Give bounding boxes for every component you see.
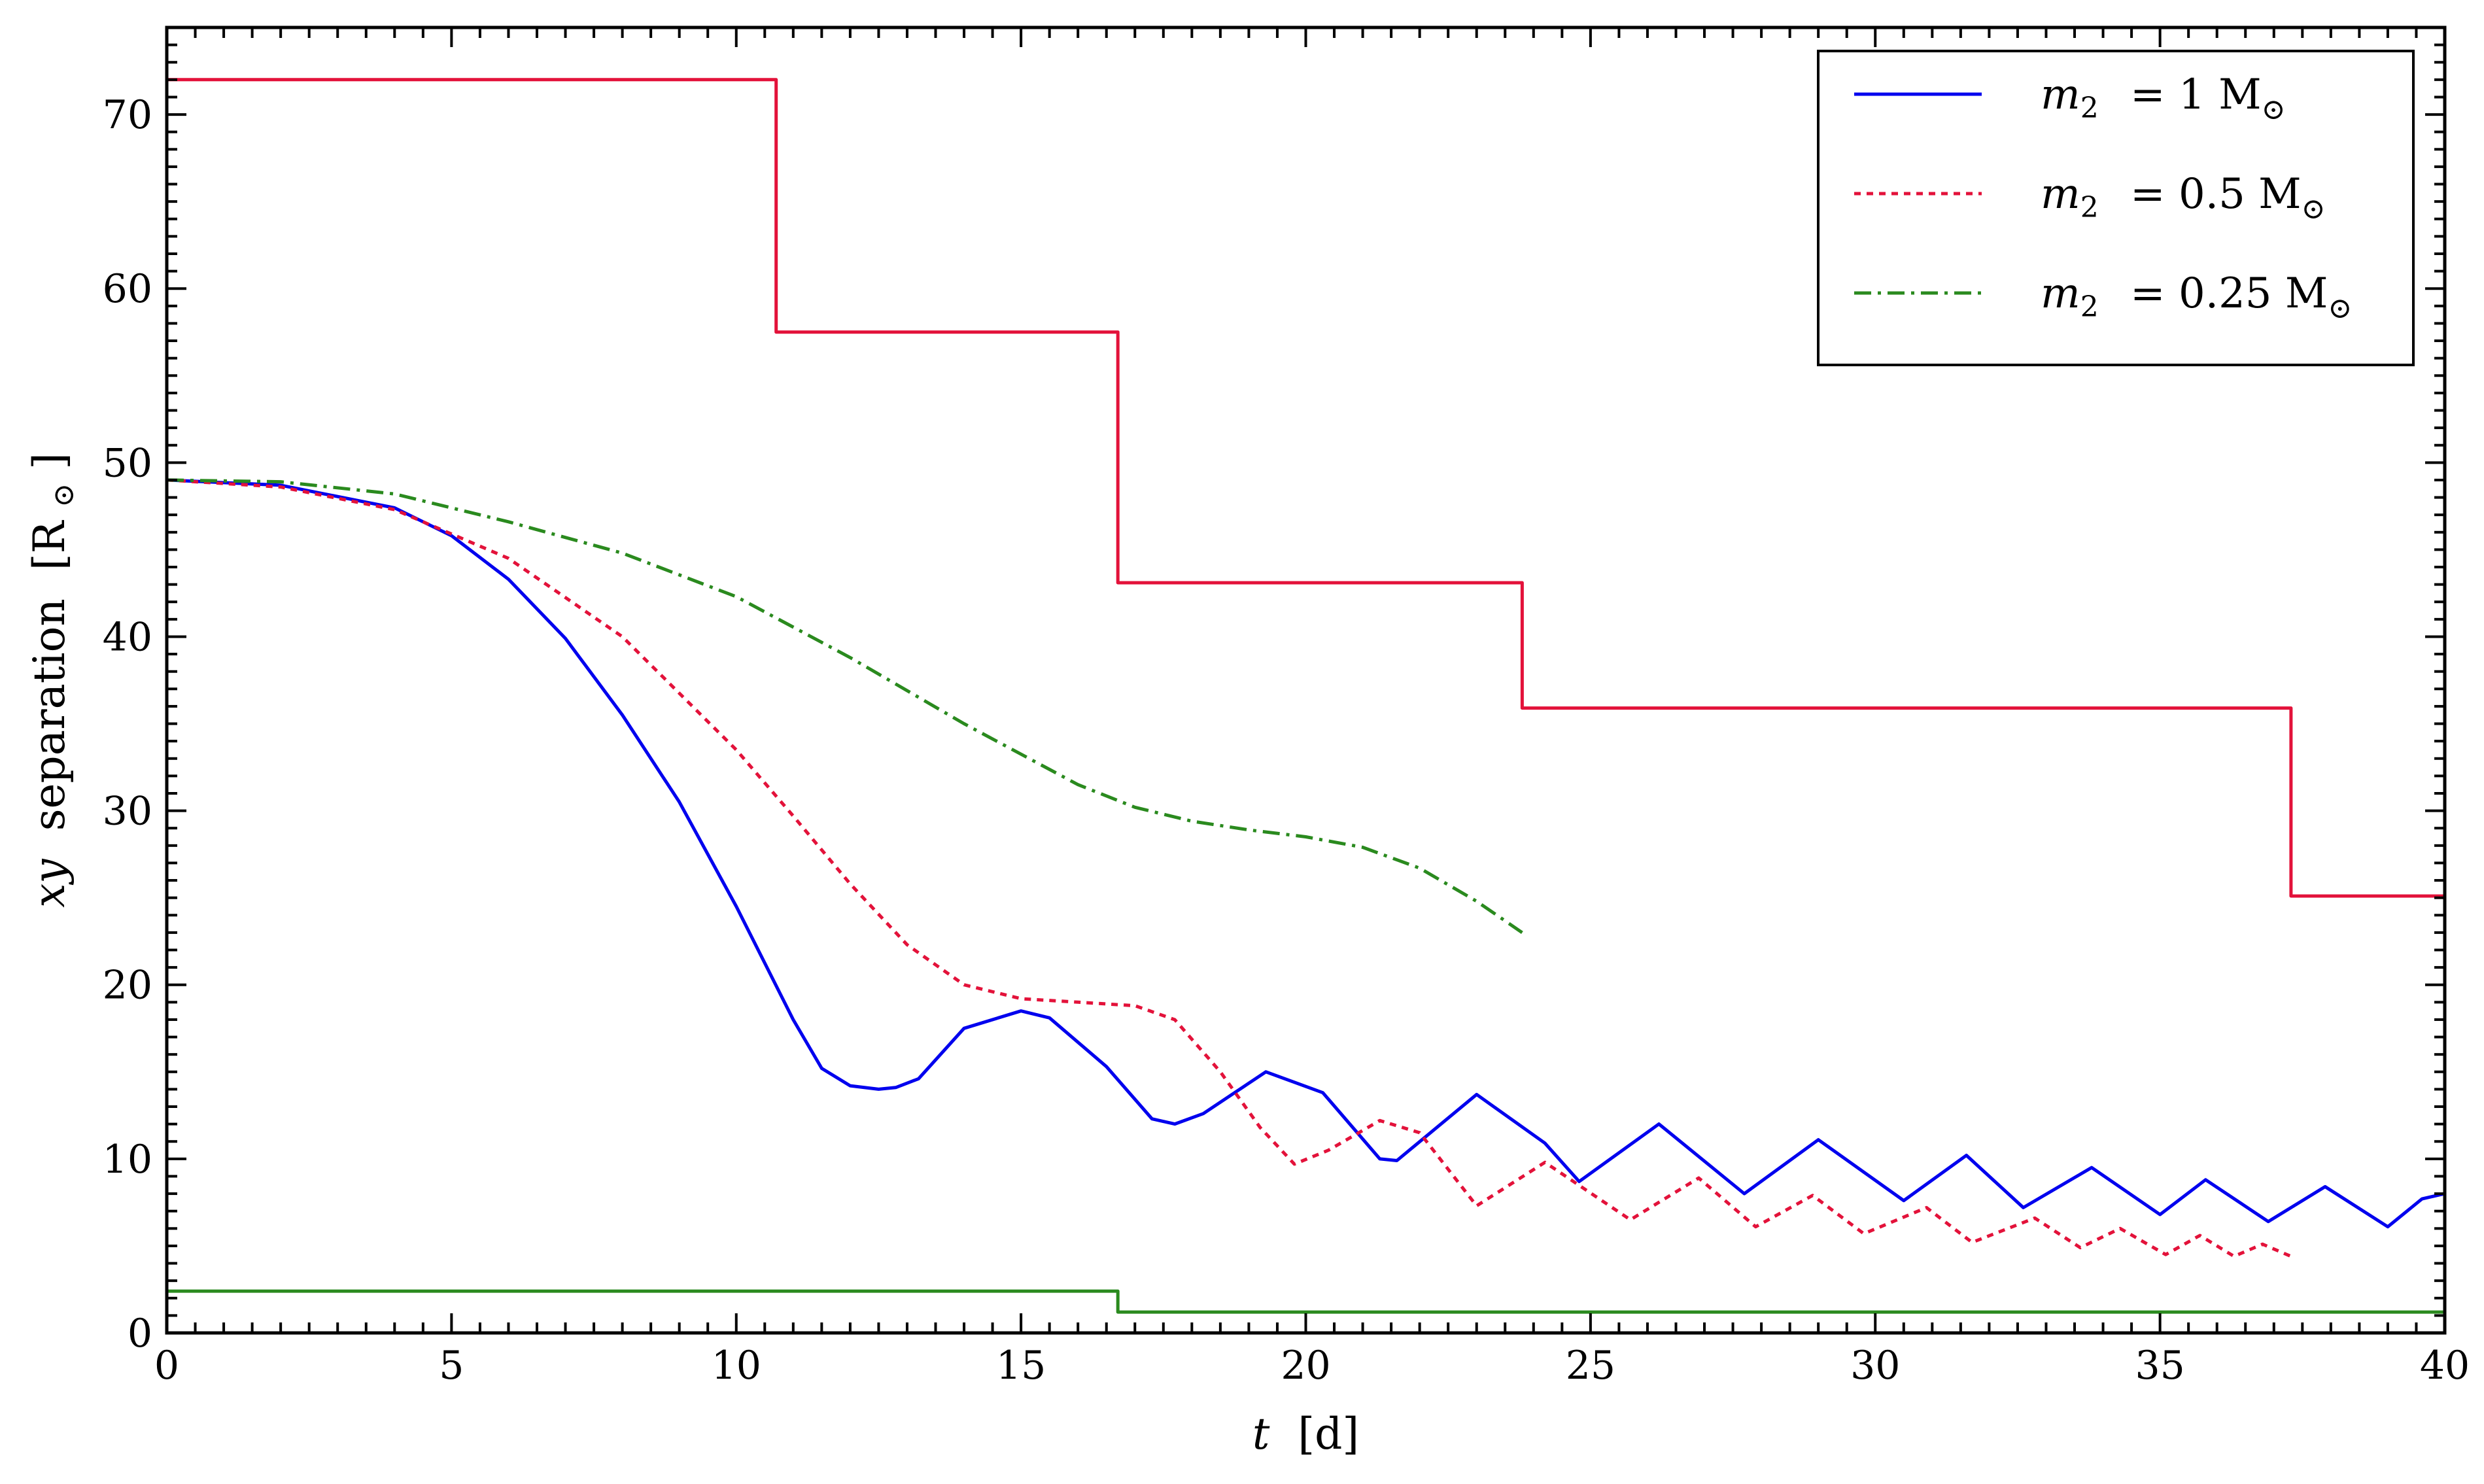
legend-rest: = 1 M (2117, 71, 2262, 119)
x-tick-label: 15 (996, 1343, 1046, 1389)
x-tick-label: 20 (1281, 1343, 1330, 1389)
legend: m2 = 1 M⊙m2 = 0.5 M⊙m2 = 0.25 M⊙ (1817, 50, 2415, 366)
y-axis-word: separation (24, 598, 75, 831)
y-tick-label: 50 (103, 440, 152, 486)
legend-rest-sub: ⊙ (2302, 192, 2326, 226)
legend-entries: m2 = 1 M⊙m2 = 0.5 M⊙m2 = 0.25 M⊙ (1854, 71, 2352, 325)
x-tick-label: 5 (439, 1343, 464, 1389)
y-tick-label: 0 (128, 1311, 152, 1356)
x-axis-unit: [d] (1298, 1409, 1359, 1459)
y-axis-unit: [R (24, 519, 75, 570)
legend-rest: = 0.5 M (2117, 170, 2302, 218)
legend-rest-sub: ⊙ (2328, 292, 2352, 325)
x-tick-label: 35 (2135, 1343, 2184, 1389)
series-line-0 (166, 478, 2445, 1229)
y-axis-unit-sub: ⊙ (47, 483, 80, 508)
y-tick-label: 20 (103, 963, 152, 1009)
legend-label: m2 = 0.5 M⊙ (2041, 170, 2326, 226)
legend-var: m (2041, 269, 2080, 318)
legend-box (1817, 50, 2415, 366)
y-axis-var: xy (24, 859, 75, 908)
legend-sub: 2 (2080, 191, 2099, 224)
y-tick-label: 60 (103, 266, 152, 312)
series-line-4 (167, 1289, 2445, 1314)
legend-label: m2 = 1 M⊙ (2041, 71, 2285, 126)
legend-rest-sub: ⊙ (2262, 93, 2286, 126)
y-tick-label: 10 (103, 1137, 152, 1182)
legend-var: m (2041, 71, 2080, 119)
data-layer (166, 78, 2445, 1314)
series-line-3 (167, 78, 2445, 898)
y-tick-label: 30 (103, 789, 152, 835)
ticks-layer: 0 5 10 15 20 25 30 35 40 0 10 20 30 40 50 60 70 (103, 26, 2470, 1389)
x-tick-label: 0 (154, 1343, 179, 1389)
legend-var: m (2041, 170, 2080, 218)
x-tick-label: 40 (2420, 1343, 2470, 1389)
x-axis-var: t (1252, 1409, 1270, 1459)
y-axis-unit-close: ] (24, 453, 75, 470)
series-line-1 (166, 478, 2292, 1258)
legend-rest: = 0.25 M (2117, 269, 2328, 318)
legend-sub: 2 (2080, 92, 2099, 125)
y-axis-label: xy separation [R ⊙ ] (24, 453, 84, 908)
y-tick-label: 70 (103, 92, 152, 138)
y-tick-label: 40 (103, 614, 152, 660)
x-tick-label: 10 (712, 1343, 761, 1389)
x-tick-label: 25 (1566, 1343, 1615, 1389)
legend-sub: 2 (2080, 290, 2099, 324)
series-line-2 (166, 478, 1523, 934)
x-axis-label: t [d] (1252, 1409, 1359, 1459)
plot-frame (165, 26, 2447, 1335)
legend-label: m2 = 0.25 M⊙ (2041, 269, 2352, 325)
x-tick-label: 30 (1850, 1343, 1900, 1389)
